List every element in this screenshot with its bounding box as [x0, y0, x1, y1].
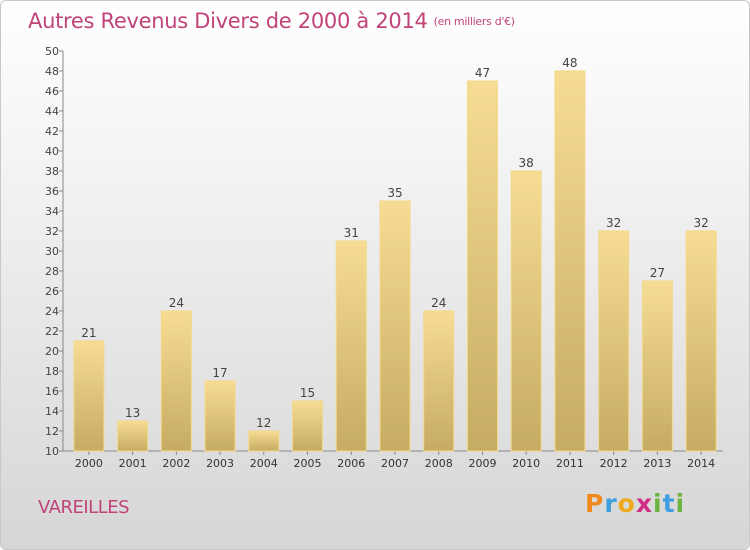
bar-2008: [423, 310, 455, 452]
proxiti-logo: Proxiti: [585, 489, 686, 518]
y-tick-label: 26: [45, 285, 59, 298]
x-tick-label-2002: 2002: [162, 457, 190, 470]
data-label-2012: 32: [606, 216, 621, 230]
bar-2002: [160, 310, 192, 452]
data-label-2003: 17: [212, 366, 227, 380]
data-label-2004: 12: [256, 416, 271, 430]
y-tick-label: 48: [45, 65, 59, 78]
x-tick-label-2000: 2000: [75, 457, 103, 470]
x-tick-label-2012: 2012: [600, 457, 628, 470]
x-tick-label-2004: 2004: [250, 457, 278, 470]
bars: [73, 70, 717, 452]
data-label-2002: 24: [169, 296, 184, 310]
bar-2010: [510, 170, 542, 452]
y-tick-label: 42: [45, 125, 59, 138]
data-label-2010: 38: [519, 156, 534, 170]
bar-2004: [248, 430, 280, 452]
y-tick-label: 40: [45, 145, 59, 158]
x-tick-label-2007: 2007: [381, 457, 409, 470]
bar-2001: [117, 420, 149, 452]
bar-2003: [204, 380, 236, 452]
x-tick-label-2008: 2008: [425, 457, 453, 470]
y-tick-label: 22: [45, 325, 59, 338]
y-tick-label: 44: [45, 105, 59, 118]
data-label-2009: 47: [475, 66, 490, 80]
bar-2006: [335, 240, 367, 452]
y-tick-label: 28: [45, 265, 59, 278]
x-tick-label-2013: 2013: [643, 457, 671, 470]
x-tick-label-2014: 2014: [687, 457, 715, 470]
bar-2005: [292, 400, 324, 452]
data-label-2011: 48: [562, 56, 577, 70]
y-tick-label: 34: [45, 205, 59, 218]
data-label-2014: 32: [693, 216, 708, 230]
y-tick-label: 50: [45, 45, 59, 58]
y-tick-label: 38: [45, 165, 59, 178]
data-label-2007: 35: [387, 186, 402, 200]
y-tick-label: 46: [45, 85, 59, 98]
bar-2014: [685, 230, 717, 452]
y-tick-label: 16: [45, 385, 59, 398]
x-tick-label-2009: 2009: [468, 457, 496, 470]
chart-title: Autres Revenus Divers de 2000 à 2014 (en …: [28, 9, 515, 33]
y-tick-label: 36: [45, 185, 59, 198]
data-label-2013: 27: [650, 266, 665, 280]
x-tick-label-2005: 2005: [294, 457, 322, 470]
bar-2011: [554, 70, 586, 452]
data-labels: 21 13 24 17 12 15 31 35 24 47 38 48 32 27 32: [81, 56, 709, 430]
y-tick-label: 30: [45, 245, 59, 258]
x-tick-label-2011: 2011: [556, 457, 584, 470]
y-tick-label: 32: [45, 225, 59, 238]
data-label-2000: 21: [81, 326, 96, 340]
bar-2000: [73, 340, 105, 452]
axes: 10 12 14 16 18 20 22 24 26 28 30 32 34 36 38 40 42 44 46 48…: [45, 45, 723, 470]
x-tick-label-2003: 2003: [206, 457, 234, 470]
bar-2007: [379, 200, 411, 452]
x-tick-label-2010: 2010: [512, 457, 540, 470]
bar-chart: 10 12 14 16 18 20 22 24 26 28 30 32 34 36 38 40 42 44 46 48…: [45, 45, 723, 470]
y-tick-label: 14: [45, 405, 59, 418]
data-label-2005: 15: [300, 386, 315, 400]
y-tick-label: 12: [45, 425, 59, 438]
y-tick-label: 10: [45, 445, 59, 458]
bar-2013: [641, 280, 673, 452]
y-tick-label: 18: [45, 365, 59, 378]
bar-2009: [466, 80, 498, 452]
chart-unit: (en milliers d'€): [433, 15, 515, 28]
commune-name: VAREILLES: [38, 497, 130, 518]
x-tick-label-2001: 2001: [119, 457, 147, 470]
bar-2012: [598, 230, 630, 452]
chart-title-text: Autres Revenus Divers de 2000 à 2014: [28, 9, 428, 33]
data-label-2008: 24: [431, 296, 446, 310]
y-tick-label: 24: [45, 305, 59, 318]
x-tick-label-2006: 2006: [337, 457, 365, 470]
data-label-2001: 13: [125, 406, 140, 420]
data-label-2006: 31: [344, 226, 359, 240]
y-tick-label: 20: [45, 345, 59, 358]
